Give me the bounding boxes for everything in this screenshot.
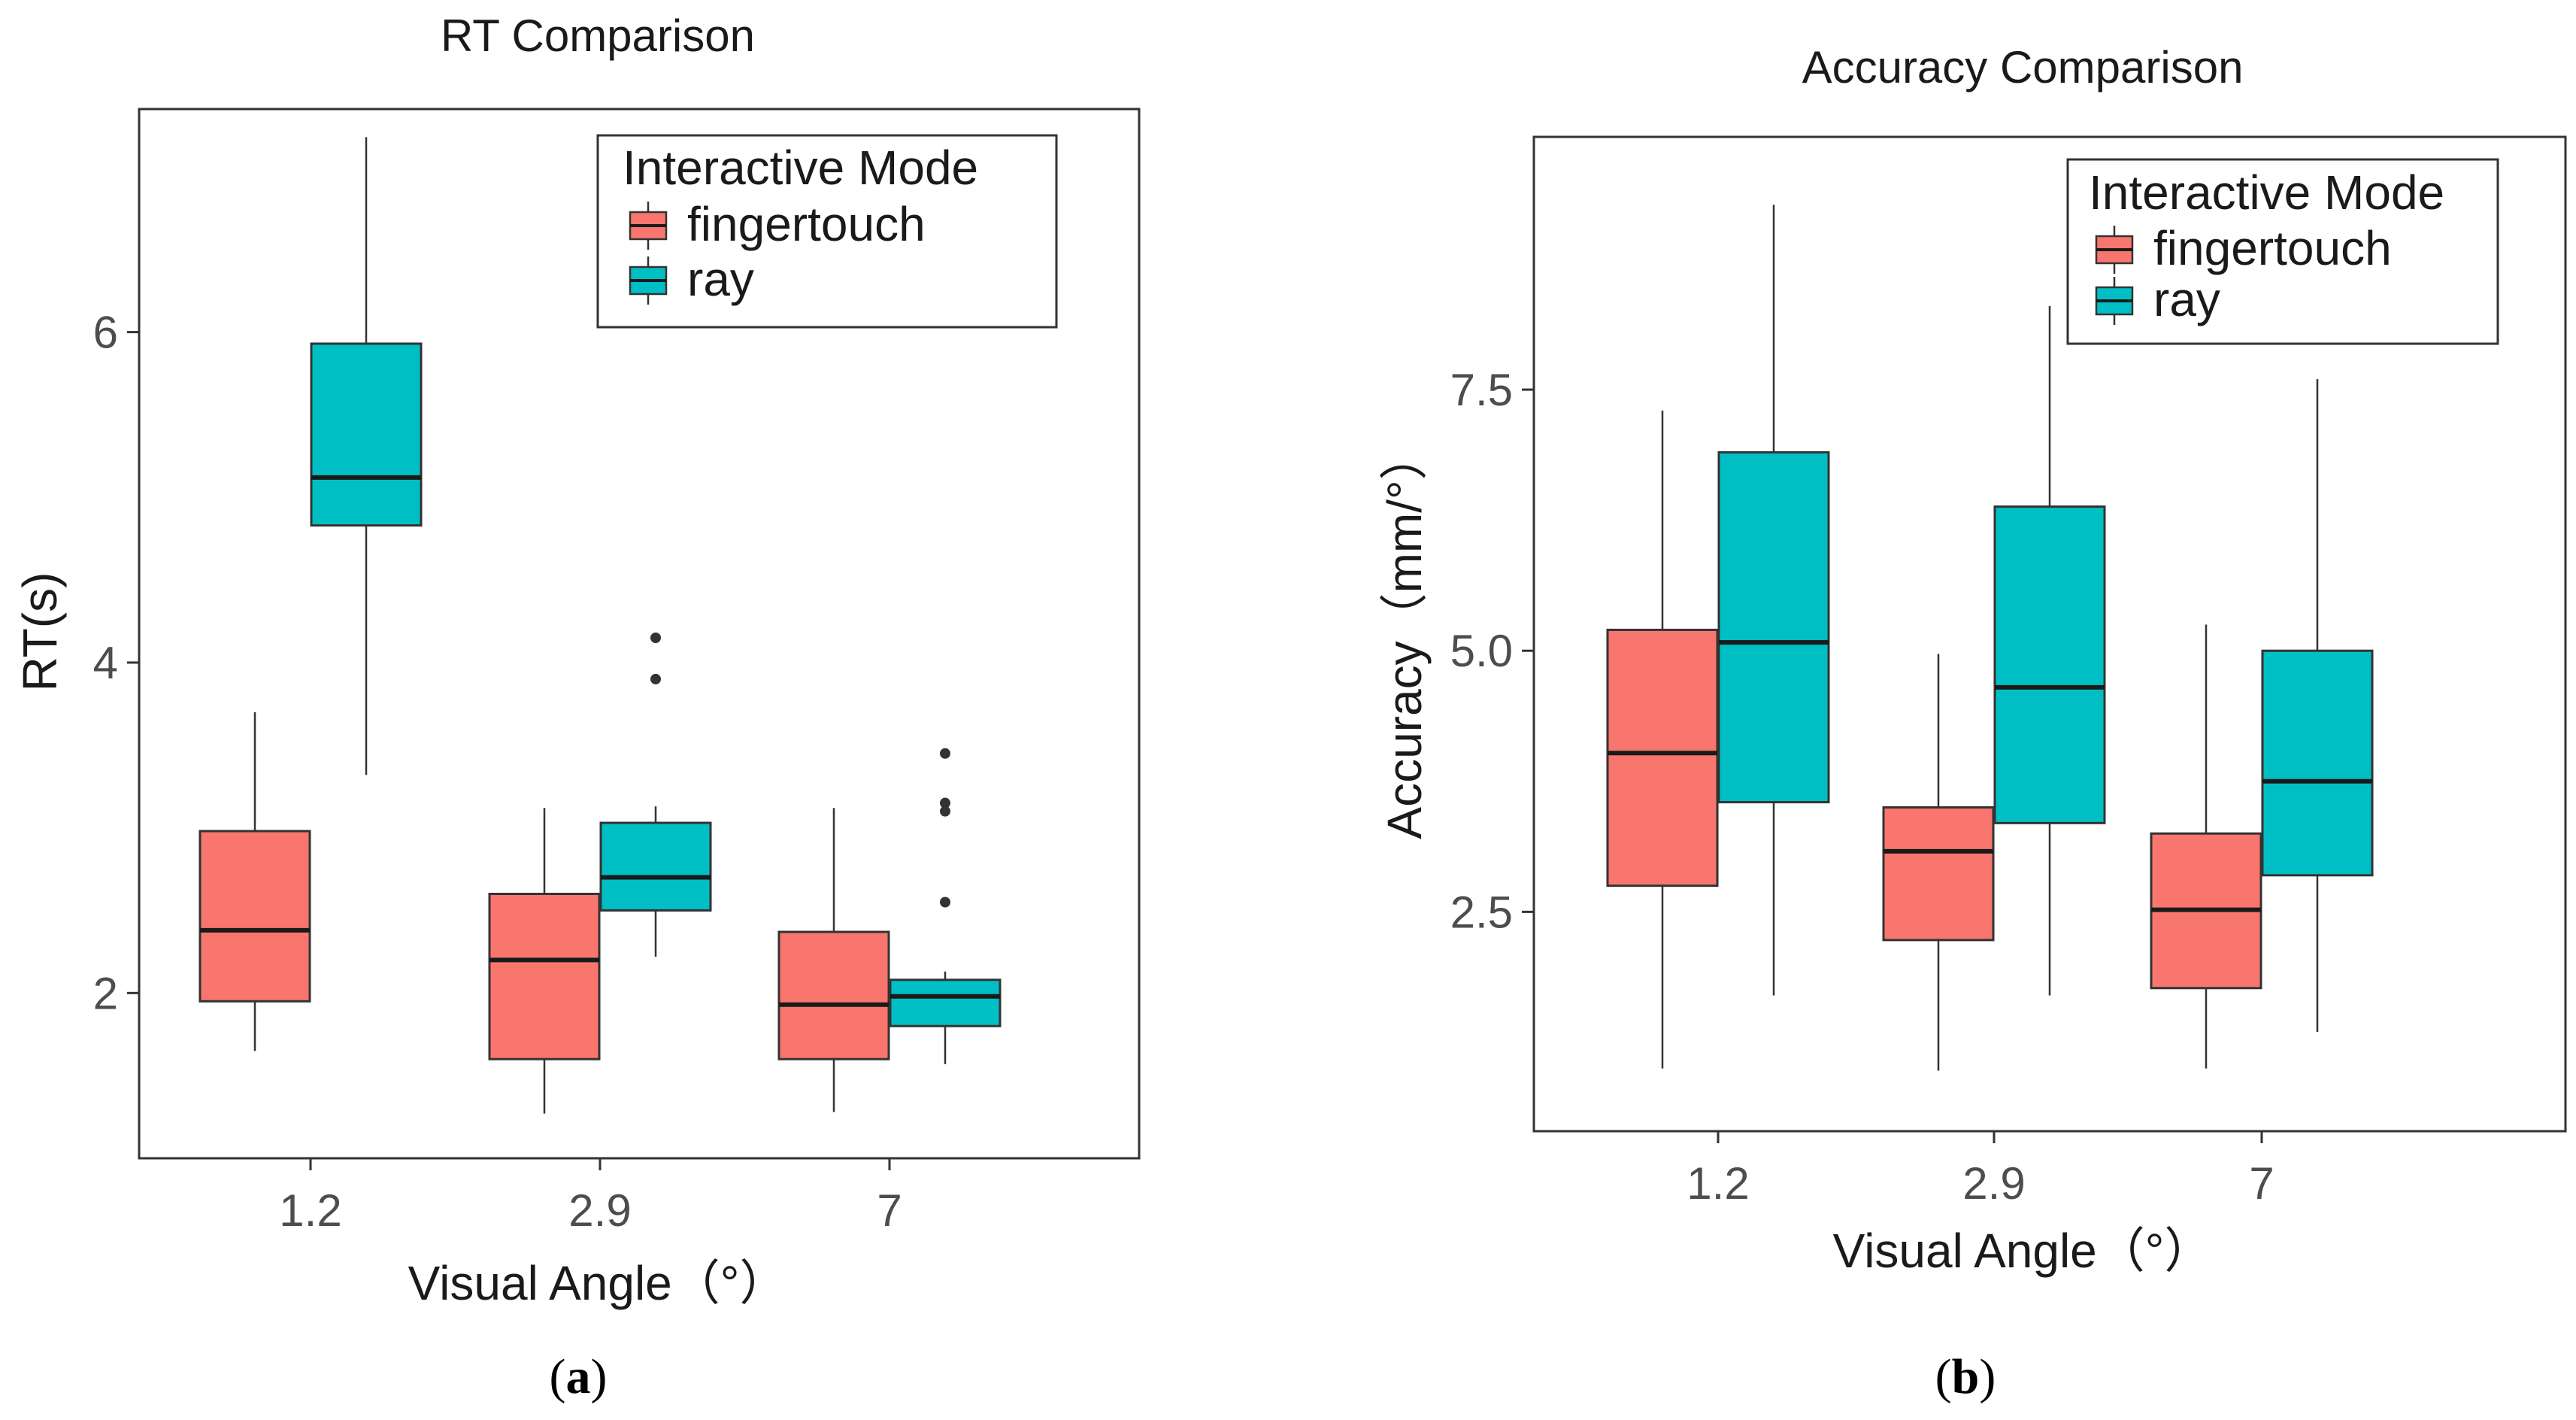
- x-tick-label: 2.9: [1962, 1158, 2025, 1209]
- box-iqr: [488, 893, 601, 1060]
- accuracy-legend-title: Interactive Mode: [2089, 165, 2444, 220]
- box-fingertouch: [199, 712, 311, 1051]
- legend-label: fingertouch: [2153, 221, 2392, 275]
- accuracy-y-axis-label: Accuracy（mm/°）: [1377, 432, 1432, 839]
- box-fingertouch: [488, 808, 601, 1114]
- outlier-point: [650, 632, 661, 643]
- accuracy-chart-title: Accuracy Comparison: [1802, 42, 2244, 93]
- y-tick-label: 7.5: [1450, 365, 1513, 415]
- accuracy-box-marks: [1606, 205, 2374, 1071]
- legend-label: fingertouch: [687, 197, 926, 251]
- box-ray: [1717, 205, 1830, 996]
- rt-chart-title: RT Comparison: [441, 11, 755, 61]
- x-tick-label: 7: [877, 1185, 902, 1236]
- accuracy-legend-box: [2066, 158, 2499, 345]
- box-fingertouch: [1606, 410, 1719, 1069]
- box-iqr: [1717, 451, 1830, 804]
- box-iqr: [1993, 505, 2106, 824]
- rt-legend-box: [596, 134, 1058, 329]
- legend-label: ray: [687, 252, 754, 306]
- box-iqr: [599, 821, 712, 912]
- rt-y-axis: 2 4 6: [93, 308, 139, 1018]
- legend-entry-ray: ray: [2095, 272, 2220, 326]
- y-tick-label: 2.5: [1450, 887, 1513, 937]
- accuracy-x-axis: 1.2 2.9 7: [1687, 1131, 2274, 1209]
- box-ray: [2261, 379, 2374, 1033]
- box-iqr: [1606, 628, 1719, 888]
- box-ray: [599, 632, 712, 957]
- x-tick-label: 1.2: [279, 1185, 341, 1236]
- panel-label-a: (a): [550, 1349, 608, 1404]
- y-tick-label: 2: [93, 968, 118, 1018]
- box-fingertouch: [1882, 654, 1995, 1071]
- panel-label-b: (b): [1935, 1349, 1996, 1404]
- x-tick-label: 2.9: [568, 1185, 631, 1236]
- rt-x-axis-label: Visual Angle（°）: [408, 1256, 788, 1310]
- rt-comparison-chart: RT Comparison 2 4 6 1.2 2.9 7 RT(s) Visual A…: [13, 11, 1141, 1404]
- x-tick-label: 7: [2249, 1158, 2274, 1209]
- x-tick-label: 1.2: [1687, 1158, 1749, 1209]
- box-iqr: [310, 342, 423, 527]
- legend-label: ray: [2153, 272, 2220, 326]
- legend-entry-fingertouch: fingertouch: [2095, 221, 2392, 275]
- box-iqr: [777, 930, 890, 1060]
- rt-box-marks: [199, 137, 1002, 1114]
- box-iqr: [1882, 806, 1995, 942]
- box-iqr: [2261, 649, 2374, 877]
- accuracy-x-axis-label: Visual Angle（°）: [1833, 1224, 2213, 1278]
- box-ray: [1993, 305, 2106, 996]
- accuracy-comparison-chart: Accuracy Comparison 2.5 5.0 7.5 1.2 2.9 7 Ac…: [1377, 42, 2567, 1404]
- accuracy-y-axis: 2.5 5.0 7.5: [1450, 365, 1534, 937]
- box-iqr: [889, 979, 1002, 1027]
- outlier-point: [940, 797, 950, 809]
- outlier-point: [940, 806, 950, 817]
- box-ray: [889, 748, 1002, 1064]
- rt-x-axis: 1.2 2.9 7: [279, 1158, 902, 1236]
- box-iqr: [199, 830, 311, 1003]
- outlier-point: [940, 748, 950, 759]
- y-tick-label: 6: [93, 308, 118, 358]
- box-ray: [310, 137, 423, 775]
- legend-entry-fingertouch: fingertouch: [629, 197, 926, 251]
- y-tick-label: 5.0: [1450, 626, 1513, 676]
- outlier-point: [940, 897, 950, 908]
- box-fingertouch: [2150, 624, 2262, 1069]
- rt-legend-title: Interactive Mode: [623, 141, 978, 195]
- box-fingertouch: [777, 808, 890, 1112]
- outlier-point: [650, 673, 661, 684]
- rt-y-axis-label: RT(s): [13, 572, 67, 692]
- legend-entry-ray: ray: [629, 252, 754, 306]
- y-tick-label: 4: [93, 638, 118, 688]
